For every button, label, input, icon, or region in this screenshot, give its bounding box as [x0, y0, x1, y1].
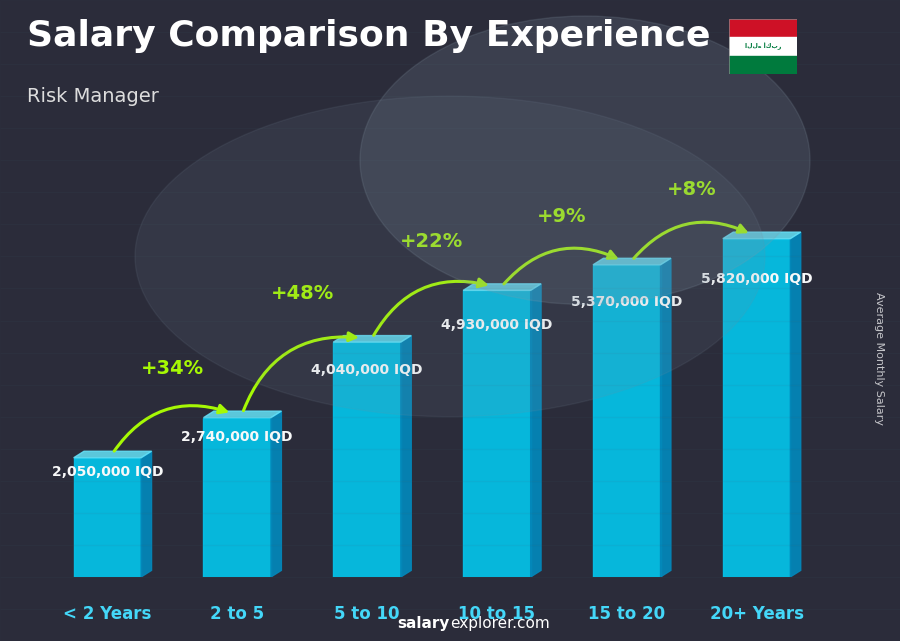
Polygon shape	[203, 411, 282, 418]
Polygon shape	[593, 258, 670, 265]
Bar	[0, 128, 900, 160]
Polygon shape	[271, 411, 282, 577]
Bar	[0, 288, 900, 320]
Bar	[464, 290, 531, 577]
Text: +22%: +22%	[400, 232, 464, 251]
Bar	[0, 353, 900, 385]
Text: Salary Comparison By Experience: Salary Comparison By Experience	[27, 19, 710, 53]
Bar	[0, 32, 900, 64]
Text: +34%: +34%	[140, 360, 204, 378]
Bar	[0, 417, 900, 449]
Bar	[729, 19, 796, 37]
Bar	[0, 192, 900, 224]
Text: explorer.com: explorer.com	[450, 617, 550, 631]
Polygon shape	[531, 284, 541, 577]
Text: +8%: +8%	[667, 180, 716, 199]
Bar	[593, 265, 661, 577]
Bar	[0, 385, 900, 417]
Bar	[0, 320, 900, 353]
Polygon shape	[141, 451, 151, 577]
Bar	[74, 458, 141, 577]
Text: 2 to 5: 2 to 5	[211, 605, 265, 623]
Bar	[0, 449, 900, 481]
Text: salary: salary	[398, 617, 450, 631]
Text: 5,370,000 IQD: 5,370,000 IQD	[572, 296, 682, 309]
Bar	[0, 160, 900, 192]
Bar	[0, 0, 900, 32]
Bar	[0, 96, 900, 128]
Text: < 2 Years: < 2 Years	[63, 605, 151, 623]
Bar	[0, 256, 900, 288]
Text: Risk Manager: Risk Manager	[27, 87, 159, 106]
Bar	[729, 56, 796, 74]
Text: الله أكبر: الله أكبر	[744, 43, 781, 50]
Bar	[0, 481, 900, 513]
Bar	[333, 342, 400, 577]
Bar	[0, 609, 900, 641]
Polygon shape	[74, 451, 151, 458]
Bar	[723, 238, 790, 577]
Text: 15 to 20: 15 to 20	[589, 605, 665, 623]
Text: 4,930,000 IQD: 4,930,000 IQD	[441, 318, 553, 332]
Text: 2,740,000 IQD: 2,740,000 IQD	[182, 429, 293, 444]
Text: Average Monthly Salary: Average Monthly Salary	[875, 292, 885, 426]
Polygon shape	[723, 232, 801, 238]
Ellipse shape	[360, 16, 810, 304]
Bar	[0, 513, 900, 545]
Bar	[203, 418, 271, 577]
Bar	[729, 37, 796, 56]
Polygon shape	[661, 258, 670, 577]
Text: 2,050,000 IQD: 2,050,000 IQD	[51, 465, 163, 479]
Text: 5,820,000 IQD: 5,820,000 IQD	[701, 272, 813, 287]
Polygon shape	[400, 336, 411, 577]
Text: 4,040,000 IQD: 4,040,000 IQD	[311, 363, 423, 378]
Polygon shape	[790, 232, 801, 577]
Text: +48%: +48%	[271, 284, 334, 303]
Text: 10 to 15: 10 to 15	[458, 605, 536, 623]
Text: +9%: +9%	[537, 206, 587, 226]
Bar	[0, 577, 900, 609]
Text: 20+ Years: 20+ Years	[709, 605, 804, 623]
Ellipse shape	[135, 96, 765, 417]
Bar	[0, 64, 900, 96]
Text: 5 to 10: 5 to 10	[334, 605, 400, 623]
Polygon shape	[333, 336, 411, 342]
Polygon shape	[464, 284, 541, 290]
Bar	[0, 545, 900, 577]
Bar	[0, 224, 900, 256]
